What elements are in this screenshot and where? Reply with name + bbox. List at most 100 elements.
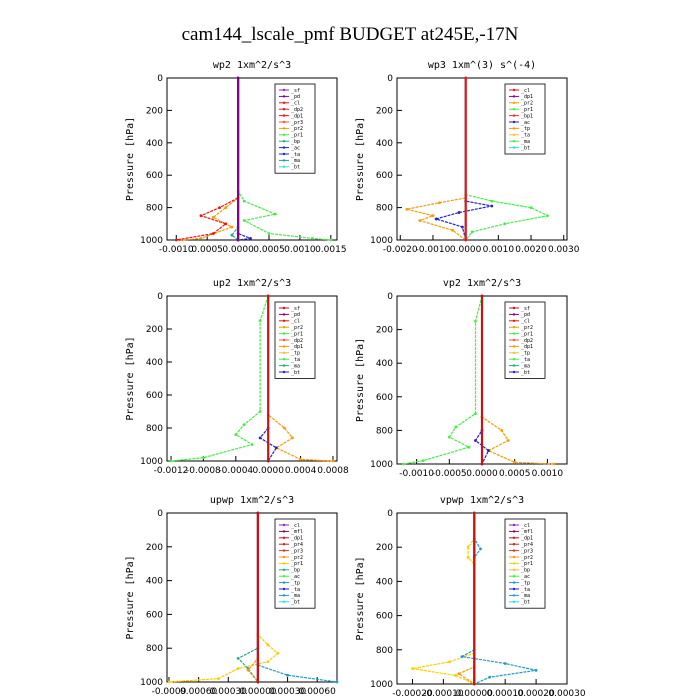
legend-marker [512,306,516,310]
legend-marker [512,133,516,136]
legend-marker [282,165,286,168]
panel-title: vp2 1xm^2/s^3 [443,278,521,289]
data-point [224,222,228,226]
x-tick-label: 0.0010 [532,469,564,479]
legend-marker [282,326,286,329]
data-point [552,462,556,466]
y-tick-label: 800 [146,204,163,214]
legend-marker [282,562,286,565]
legend-marker [282,108,286,111]
data-point [457,672,461,676]
y-tick-label: 600 [146,171,163,181]
data-point [402,462,405,466]
legend-marker [512,358,516,361]
data-point [534,668,538,672]
x-tick-label: 0.0020 [515,245,547,255]
data-point [506,439,510,442]
panel-3: up2 1xm^2/s^3 Pressure [hPa] 0 200 400 600 800… [125,278,349,476]
series-line-tp [460,513,537,685]
data-point [454,425,458,429]
legend-marker [512,549,516,552]
data-point [335,680,339,684]
legend-marker [282,358,286,361]
data-point [242,219,246,222]
legend-entry: _tp [291,351,300,357]
data-point [230,225,234,229]
legend-marker [512,338,516,342]
legend-marker [512,120,516,124]
y-tick-label: 1000 [370,460,393,470]
x-tick-label: 0.0010 [284,245,316,255]
legend-marker [512,587,516,591]
y-tick-label: 1000 [140,678,163,688]
legend-marker [512,600,516,603]
panel-title: wp3 1xm^(3) s^(-4) [428,60,536,71]
legend-entry: _sf [521,306,530,312]
legend: _sf_pd_cl_dp2_dp1_pr3_pr2_pr1_bp_ac_ta_m… [274,83,316,174]
data-point [479,547,482,551]
legend-entry: _pr2 [291,126,303,132]
legend-marker [282,120,286,124]
y-tick-label: 1000 [370,236,393,246]
legend-marker [282,351,286,354]
y-tick-label: 1000 [370,680,393,690]
legend-marker [282,370,286,374]
legend-entry: _cl [291,101,300,107]
legend-marker [512,108,516,111]
data-point [236,238,240,242]
x-tick-label: 0.00000 [456,689,493,699]
legend-marker [282,594,286,597]
y-tick-label: 200 [146,325,163,335]
legend-marker [512,140,516,143]
panel-title: vpwp 1xm^2/s^3 [440,495,524,506]
legend-entry: _ma [291,158,300,164]
plot-frame [166,295,338,462]
legend-marker [512,562,516,565]
legend-entry: _ta [521,587,530,593]
legend-marker [512,313,516,316]
data-point [167,680,171,684]
legend-marker [282,95,286,98]
data-point [474,412,477,415]
legend-marker [512,345,516,348]
data-point [488,675,492,679]
y-tick-label: 600 [376,171,393,181]
legend-marker [282,159,286,162]
series-line-pr1 [237,78,331,241]
x-tick-label: -0.0005 [432,469,467,479]
legend-marker [282,306,286,310]
legend-marker [282,319,286,322]
data-point [202,456,205,460]
panel-5: upwp 1xm^2/s^3 Pressure [hPa] 0 200 400 600 80… [125,495,339,697]
legend: _cl_mfl_dp1_pr4_pr3_pr2_pr1_bp_ac_tp_ta_… [504,518,546,609]
panel-title: upwp 1xm^2/s^3 [210,495,294,506]
panel-4: vp2 1xm^2/s^3 Pressure [hPa] 0 200 400 600 800… [355,278,568,479]
y-tick-label: 400 [146,577,163,587]
data-point [282,426,286,430]
legend-marker [512,568,516,571]
legend-marker [512,594,516,597]
legend-marker [512,581,516,584]
data-point [480,462,484,466]
legend-marker [282,101,286,105]
legend-entry: _pr2 [521,555,533,561]
data-point [242,423,246,427]
legend-entry: _bp [291,139,300,145]
y-tick-label: 800 [376,204,393,214]
data-point [258,410,262,413]
data-point [199,214,203,218]
plot-frame [166,512,338,683]
y-tick-label: 1000 [140,236,163,246]
legend-entry: _cl [291,319,300,325]
y-tick-label: 600 [146,610,163,620]
legend-entry: _pr1 [521,561,533,567]
legend-entry: _pr4 [291,542,303,548]
legend-entry: _dp1 [291,536,303,542]
legend-entry: _tp [521,126,530,132]
legend-marker [512,523,516,527]
panel-title: up2 1xm^2/s^3 [213,278,291,289]
data-point [503,222,507,226]
legend-marker [282,536,286,539]
legend-marker [282,345,286,348]
legend-entry: _ma [521,139,530,145]
